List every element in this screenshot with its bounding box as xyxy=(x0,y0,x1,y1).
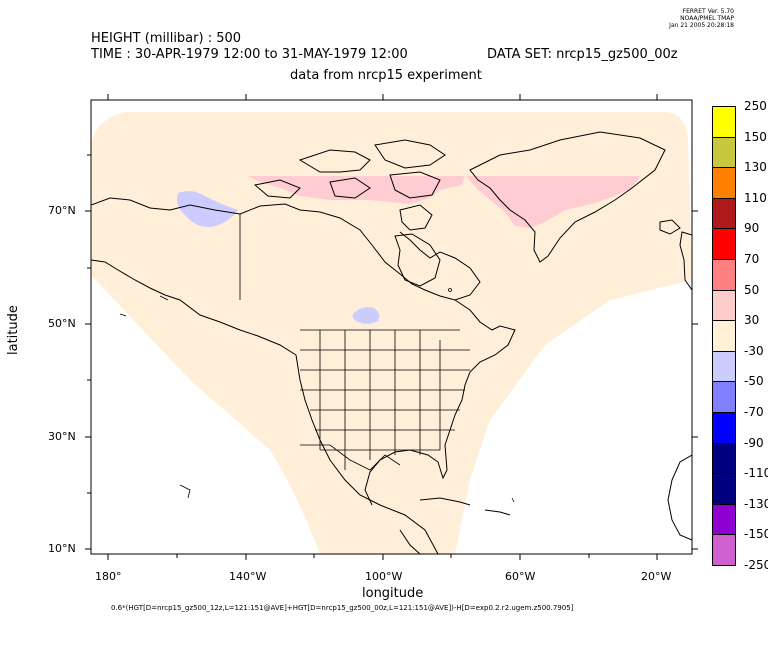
y-tick-10n: 10°N xyxy=(48,542,76,555)
colorbar-label: 250 xyxy=(744,99,767,113)
positive-anomaly-patch-greenland xyxy=(466,176,640,228)
x-tick-140w: 140°W xyxy=(229,570,267,583)
political-borders xyxy=(119,214,470,471)
colorbar-label: 70 xyxy=(744,252,760,266)
colorbar-box xyxy=(712,473,736,505)
colorbar-label: 30 xyxy=(744,313,760,328)
small-islands xyxy=(179,288,515,503)
y-axis-label: latitude xyxy=(6,305,21,355)
colorbar-box xyxy=(712,534,736,566)
y-tick-70n: 70°N xyxy=(48,204,76,217)
y-tick-50n: 50°N xyxy=(48,317,76,330)
negative-anomaly-patch-alaska xyxy=(177,191,238,228)
colorbar-box xyxy=(712,259,736,291)
colorbar-label: -70 xyxy=(744,405,764,419)
ferret-version-stamp: FERRET Ver. 5.70 NOAA/PMEL TMAP Jan 21 2… xyxy=(669,8,734,29)
positive-anomaly-patch-arctic xyxy=(248,176,465,204)
colorbar-box xyxy=(712,167,736,199)
y-axis-ticks xyxy=(85,154,698,550)
colorbar-box xyxy=(712,228,736,260)
colorbar-label: -110 xyxy=(744,466,768,481)
x-tick-60w: 60°W xyxy=(505,570,536,583)
colorbar-label: -150 xyxy=(744,527,768,542)
colorbar-label: -130 xyxy=(744,496,768,511)
colorbar-label: 130 xyxy=(744,160,767,175)
colorbar-box xyxy=(712,289,736,322)
y-tick-30n: 30°N xyxy=(48,430,76,443)
plot-subtitle: data from nrcp15 experiment xyxy=(290,68,482,83)
colorbar-box xyxy=(712,442,736,475)
colorbar-label: -50 xyxy=(744,374,764,389)
colorbar-box xyxy=(712,350,736,383)
stamp-line-1: FERRET Ver. 5.70 xyxy=(682,8,734,15)
colorbar-label: -90 xyxy=(744,435,764,450)
stamp-line-2: NOAA/PMEL TMAP xyxy=(680,15,734,22)
stamp-line-3: Jan 21 2005 20:28:18 xyxy=(669,22,734,29)
colorbar-box xyxy=(712,503,736,536)
colorbar-box xyxy=(712,320,736,352)
colorbar-box xyxy=(712,106,736,138)
colorbar-label: -250 xyxy=(744,558,768,572)
variable-title: HEIGHT (millibar) : 500 xyxy=(91,31,242,46)
formula-caption: 0.6*(HGT[D=nrcp15_gz500_12z,L=121:151@AV… xyxy=(111,604,574,612)
x-axis-ticks xyxy=(107,94,658,560)
colorbar-box xyxy=(712,412,736,444)
colorbar-box xyxy=(712,197,736,230)
colorbar-box xyxy=(712,136,736,169)
x-tick-180: 180° xyxy=(95,570,122,583)
x-axis-label: longitude xyxy=(362,586,424,601)
colorbar-label: 50 xyxy=(744,282,760,297)
colorbar-label: -30 xyxy=(744,343,764,358)
colorbar-label: 110 xyxy=(744,190,767,205)
colorbar-label: 150 xyxy=(744,129,767,144)
colorbar-label: 90 xyxy=(744,221,760,236)
dataset-name: DATA SET: nrcp15_gz500_00z xyxy=(487,47,678,62)
time-range: TIME : 30-APR-1979 12:00 to 31-MAY-1979 … xyxy=(91,47,408,62)
x-tick-20w: 20°W xyxy=(641,570,672,583)
colorbar-box xyxy=(712,381,736,413)
negative-anomaly-patch-canada xyxy=(352,307,380,324)
x-tick-100w: 100°W xyxy=(365,570,403,583)
coastlines xyxy=(91,131,692,554)
plot-frame xyxy=(90,99,693,555)
